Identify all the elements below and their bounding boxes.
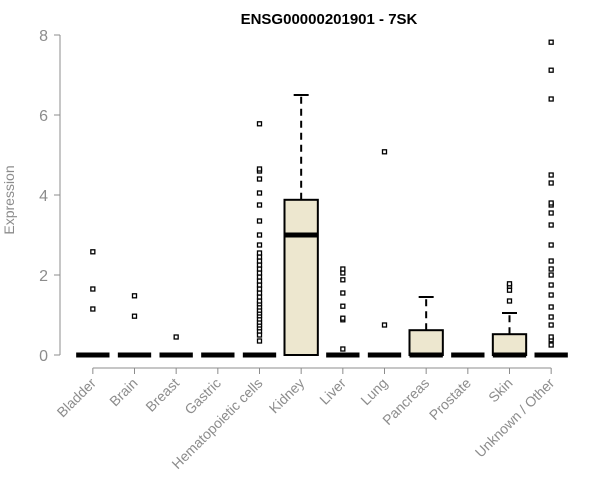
chart-title: ENSG00000201901 - 7SK: [241, 11, 418, 28]
box-lung: [367, 149, 402, 358]
outlier-point: [256, 232, 263, 238]
outlier-point: [131, 293, 138, 299]
y-tick-label: 6: [39, 108, 48, 125]
outlier-point: [381, 322, 388, 328]
outlier-point: [340, 290, 346, 296]
outlier-point: [548, 258, 554, 264]
outlier-point: [548, 322, 554, 328]
box-liver: [326, 266, 360, 358]
box-series: [76, 39, 568, 358]
outlier-point: [506, 281, 513, 287]
y-tick-label: 2: [39, 268, 48, 285]
outlier-point: [381, 149, 388, 155]
outlier-point: [256, 242, 263, 248]
outlier-point: [548, 292, 554, 298]
x-tick-label: Lung: [357, 375, 390, 408]
outlier-point: [131, 313, 138, 319]
y-axis: 0 2 4 6 8: [39, 28, 61, 365]
outlier-point: [506, 298, 513, 304]
outlier-point: [340, 266, 346, 272]
outlier-point: [256, 190, 263, 196]
outlier-point: [256, 176, 263, 182]
box-breast: [159, 334, 193, 358]
outlier-point: [548, 210, 554, 216]
outlier-point: [548, 200, 554, 206]
outlier-point: [548, 180, 554, 186]
x-tick-label: Unknown / Other: [472, 375, 558, 461]
outlier-point: [548, 67, 554, 73]
outlier-point: [548, 314, 554, 320]
box-kidney: [283, 94, 319, 356]
outlier-point: [340, 346, 346, 352]
outlier-point: [90, 306, 96, 312]
x-tick-label: Skin: [485, 375, 516, 406]
y-tick-label: 0: [39, 348, 48, 365]
box-hematopoietic-cells: [242, 121, 277, 358]
outlier-point: [548, 282, 554, 288]
outlier-point: [173, 334, 179, 340]
box-unknown-other: [534, 39, 568, 358]
x-tick-label: Breast: [142, 375, 182, 415]
box-body: [283, 198, 319, 356]
outlier-point: [256, 250, 263, 256]
outlier-point: [256, 218, 263, 224]
x-tick-label: Liver: [316, 375, 349, 408]
outlier-point: [548, 172, 554, 178]
outlier-point: [548, 39, 554, 45]
outlier-point: [340, 315, 346, 321]
outlier-point: [548, 334, 554, 340]
x-tick-label: Kidney: [266, 375, 308, 417]
outlier-point: [256, 166, 263, 172]
y-tick-label: 4: [39, 188, 48, 205]
box-body: [491, 333, 528, 357]
outlier-point: [90, 286, 96, 292]
box-body: [408, 329, 444, 357]
outlier-point: [256, 338, 263, 344]
outlier-point: [340, 277, 346, 283]
y-axis-label: Expression: [1, 165, 17, 234]
box-bladder: [76, 249, 110, 358]
outlier-point: [548, 242, 554, 248]
box-brain: [117, 293, 152, 358]
y-tick-label: 8: [39, 28, 48, 45]
x-tick-label: Prostate: [426, 375, 474, 423]
outlier-point: [548, 222, 554, 228]
outlier-point: [548, 342, 554, 348]
box-skin: [491, 281, 528, 358]
x-tick-label: Brain: [106, 375, 140, 409]
outlier-point: [90, 249, 96, 255]
outlier-point: [256, 121, 263, 127]
outlier-point: [548, 266, 554, 272]
outlier-point: [548, 304, 554, 310]
outlier-point: [548, 272, 554, 278]
outlier-point: [256, 202, 263, 208]
box-pancreas: [408, 296, 444, 358]
outlier-point: [548, 96, 554, 102]
x-tick-label: Bladder: [54, 375, 100, 421]
outlier-point: [340, 303, 346, 309]
